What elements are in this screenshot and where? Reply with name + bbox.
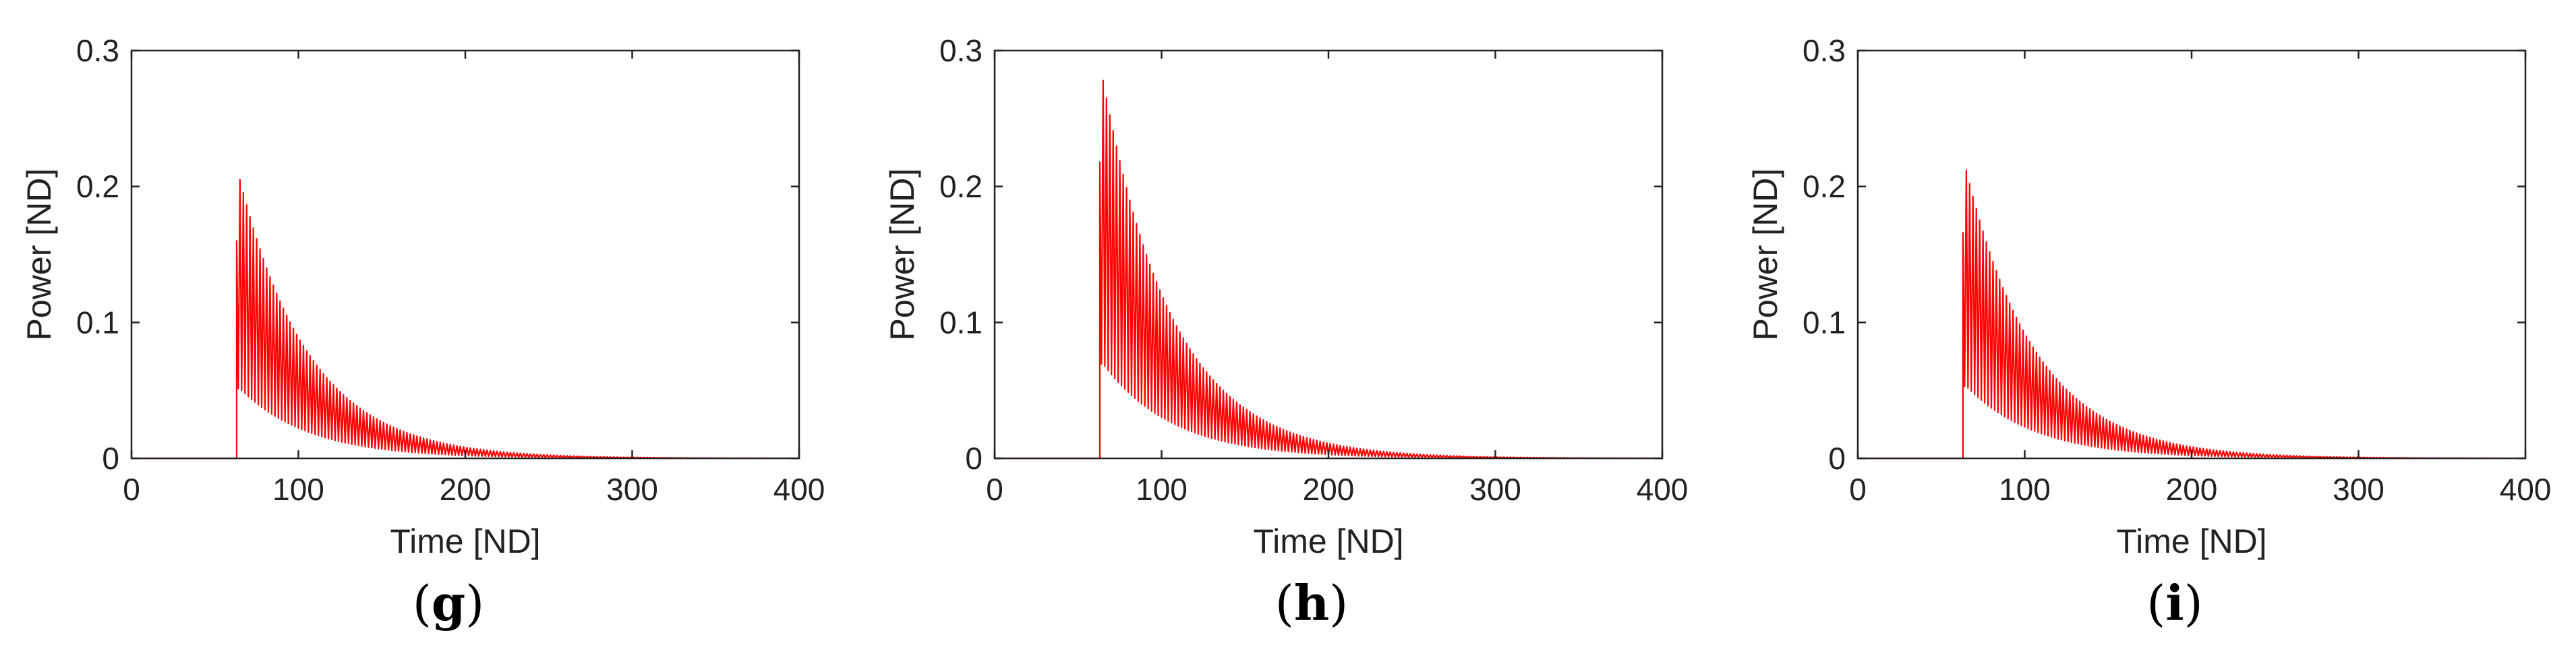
x-tick-label: 300 (1469, 472, 1521, 507)
x-tick-label: 0 (123, 472, 140, 507)
power-trace (1858, 169, 2527, 460)
y-tick-label: 0 (1828, 441, 1846, 476)
x-tick-label: 0 (986, 472, 1003, 507)
x-tick-label: 300 (2333, 472, 2384, 507)
x-tick-label: 200 (1303, 472, 1355, 507)
x-tick-label: 0 (1849, 472, 1867, 507)
x-axis-label: Time [ND] (1253, 522, 1403, 560)
panel-label: (i) (2146, 574, 2203, 632)
chart-panel-h: 0 100 200 300 400 0 0.1 0.2 0.3 Time [ND] Power [N… (883, 33, 1688, 632)
y-tick-label: 0.3 (939, 33, 983, 68)
y-axis-label: Power [ND] (883, 169, 921, 341)
x-axis-label: Time [ND] (390, 522, 540, 560)
y-tick-label: 0.3 (1803, 33, 1846, 68)
chart-panel-i: 0 100 200 300 400 0 0.1 0.2 0.3 Time [ND] Power [N… (1747, 33, 2551, 632)
y-tick-label: 0 (965, 441, 983, 476)
y-tick-label: 0.2 (76, 169, 119, 204)
x-tick-label: 300 (606, 472, 658, 507)
y-tick-label: 0.1 (76, 305, 119, 340)
plot-frame (1856, 49, 2527, 460)
y-tick-label: 0.2 (1803, 169, 1846, 204)
y-axis-label: Power [ND] (20, 169, 58, 341)
x-tick-label: 200 (2166, 472, 2218, 507)
plot-frame (993, 49, 1664, 460)
y-axis-label: Power [ND] (1747, 169, 1784, 341)
x-tick-label: 100 (1136, 472, 1188, 507)
x-axis-label: Time [ND] (2116, 522, 2266, 560)
y-tick-label: 0.1 (939, 305, 983, 340)
x-tick-label: 100 (272, 472, 324, 507)
panel-label: (g) (413, 574, 485, 632)
power-trace (995, 80, 1664, 460)
y-tick-label: 0.2 (939, 169, 983, 204)
x-tick-label: 200 (440, 472, 492, 507)
x-tick-label: 400 (773, 472, 825, 507)
chart-panel-g: 0 100 200 300 400 0 0.1 0.2 0.3 Time [ND] Power [N… (20, 33, 825, 632)
x-tick-label: 400 (1637, 472, 1689, 507)
y-tick-label: 0.3 (76, 33, 119, 68)
y-tick-label: 0.1 (1803, 305, 1846, 340)
x-tick-label: 400 (2500, 472, 2552, 507)
x-tick-label: 100 (1999, 472, 2051, 507)
y-tick-label: 0 (102, 441, 119, 476)
panel-label: (h) (1275, 574, 1349, 632)
plot-frame (130, 49, 800, 460)
power-trace (131, 179, 800, 460)
